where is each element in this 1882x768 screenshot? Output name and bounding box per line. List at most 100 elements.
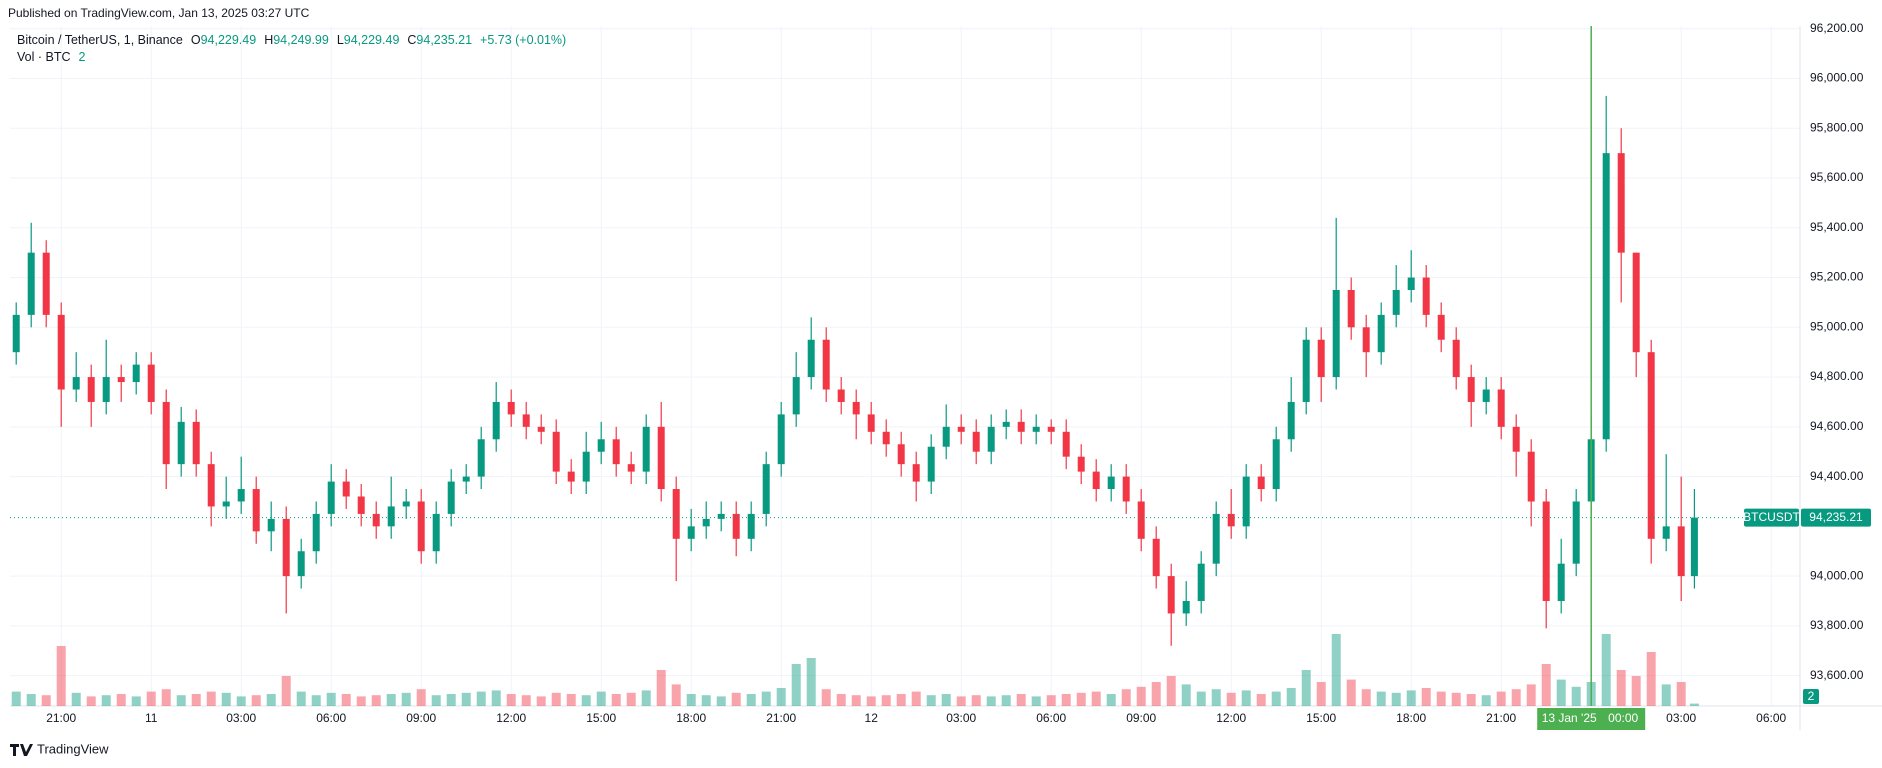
volume-bar bbox=[251, 695, 261, 706]
candle-body bbox=[1572, 501, 1580, 564]
volume-bar bbox=[1226, 692, 1236, 706]
candle-body bbox=[1182, 601, 1190, 614]
legend-line: Bitcoin / TetherUS, 1, Binance O94,229.49… bbox=[17, 33, 566, 47]
volume-badge bbox=[1803, 689, 1819, 704]
x-tick-label: 03:00 bbox=[226, 711, 256, 725]
candle-body bbox=[957, 426, 965, 432]
candle-body bbox=[132, 364, 140, 383]
volume-bar bbox=[386, 694, 396, 706]
x-tick-label: 21:00 bbox=[46, 711, 76, 725]
x-tick-label: 18:00 bbox=[1396, 711, 1426, 725]
volume-bar bbox=[56, 646, 66, 706]
x-tick-label: 06:00 bbox=[1036, 711, 1066, 725]
volume-bar bbox=[1166, 676, 1176, 706]
candle-body bbox=[267, 518, 275, 532]
volume-bar bbox=[1331, 634, 1341, 706]
volume-bar bbox=[1301, 670, 1311, 706]
y-tick-label: 95,400.00 bbox=[1810, 220, 1864, 234]
candle-body bbox=[87, 377, 95, 402]
y-tick-label: 94,000.00 bbox=[1810, 568, 1864, 582]
volume-bar bbox=[1541, 664, 1551, 706]
candle-body bbox=[1257, 476, 1265, 490]
volume-bar bbox=[1496, 691, 1506, 706]
candle-body bbox=[1617, 153, 1625, 253]
volume-legend: Vol · BTC 2 bbox=[17, 50, 86, 64]
volume-bar bbox=[611, 694, 621, 706]
change: +5.73 (+0.01%) bbox=[480, 33, 566, 47]
candle-body bbox=[627, 464, 635, 472]
y-tick-label: 94,800.00 bbox=[1810, 369, 1864, 383]
candle-body bbox=[1107, 476, 1115, 490]
volume-bar bbox=[641, 690, 651, 706]
volume-bar bbox=[911, 691, 921, 706]
candle-body bbox=[72, 377, 80, 390]
volume-bar bbox=[1481, 695, 1491, 706]
candle-body bbox=[1092, 471, 1100, 490]
volume-bar bbox=[1676, 682, 1686, 706]
volume-bar bbox=[1601, 634, 1611, 706]
volume-bar bbox=[536, 696, 546, 706]
volume-bar bbox=[1376, 691, 1386, 706]
candle-body bbox=[1467, 377, 1475, 402]
x-tick-label: 15:00 bbox=[1306, 711, 1336, 725]
volume-bar bbox=[1106, 694, 1116, 706]
volume-bar bbox=[1646, 652, 1656, 706]
x-tick-label: 06:00 bbox=[1756, 711, 1786, 725]
candle-body bbox=[1077, 456, 1085, 472]
candle-body bbox=[222, 501, 230, 507]
volume-value: 2 bbox=[79, 50, 86, 64]
volume-bar bbox=[1241, 690, 1251, 706]
y-tick-label: 95,000.00 bbox=[1810, 319, 1864, 333]
candle-body bbox=[282, 518, 290, 577]
volume-bar bbox=[506, 694, 516, 706]
y-tick-label: 95,200.00 bbox=[1810, 270, 1864, 284]
candle-body bbox=[1137, 501, 1145, 539]
volume-bar bbox=[731, 692, 741, 706]
candle-body bbox=[1527, 451, 1535, 502]
volume-bar bbox=[1406, 690, 1416, 706]
volume-bar bbox=[431, 695, 441, 706]
volume-bar bbox=[326, 692, 336, 706]
brand-name: TradingView bbox=[37, 741, 109, 756]
volume-bar bbox=[461, 692, 471, 706]
volume-bar bbox=[116, 694, 126, 706]
volume-bar bbox=[1121, 689, 1131, 706]
published-note: Published on TradingView.com, Jan 13, 20… bbox=[8, 6, 310, 20]
candle-body bbox=[192, 421, 200, 465]
volume-bar bbox=[1016, 694, 1026, 706]
volume-bar bbox=[761, 691, 771, 706]
volume-bar bbox=[1256, 694, 1266, 706]
candle-body bbox=[207, 464, 215, 507]
candle-body bbox=[972, 431, 980, 452]
volume-bar bbox=[1046, 695, 1056, 706]
volume-bar bbox=[851, 695, 861, 706]
candle-body bbox=[852, 401, 860, 415]
y-tick-label: 95,800.00 bbox=[1810, 120, 1864, 134]
candle-body bbox=[432, 513, 440, 552]
x-tick-label: 15:00 bbox=[586, 711, 616, 725]
ohlc-key: L bbox=[337, 33, 344, 47]
x-tick-label: 12:00 bbox=[496, 711, 526, 725]
volume-bar bbox=[1346, 679, 1356, 706]
volume-bar bbox=[581, 695, 591, 706]
volume-bar bbox=[971, 695, 981, 706]
candle-body bbox=[777, 414, 785, 465]
candle-body bbox=[147, 364, 155, 402]
crosshair-date: 13 Jan '25 bbox=[1542, 711, 1597, 725]
candle-body bbox=[1662, 526, 1670, 539]
candle-body bbox=[177, 421, 185, 465]
volume-bar bbox=[1196, 691, 1206, 706]
candle-body bbox=[327, 481, 335, 514]
candle-body bbox=[1677, 526, 1685, 577]
volume-bar bbox=[716, 696, 726, 706]
volume-bar bbox=[371, 695, 381, 706]
ohlc-value: 94,249.99 bbox=[273, 33, 329, 47]
y-tick-label: 96,200.00 bbox=[1810, 21, 1864, 35]
volume-bar bbox=[356, 696, 366, 706]
candle-body bbox=[687, 526, 695, 539]
volume-bar bbox=[416, 689, 426, 706]
volume-bar bbox=[926, 695, 936, 706]
volume-bar bbox=[626, 692, 636, 706]
